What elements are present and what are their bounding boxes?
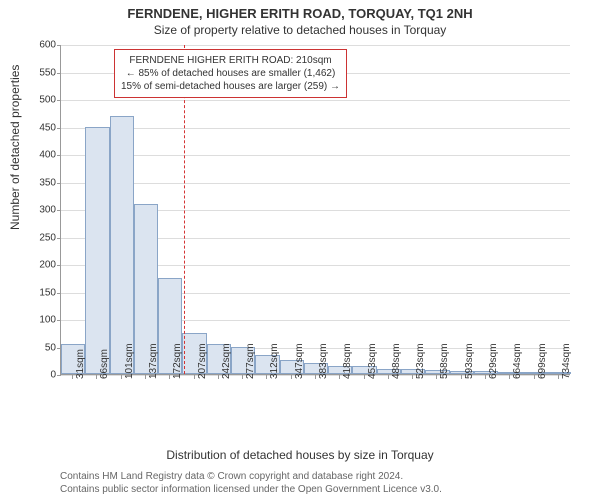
xtick-mark [315,375,316,379]
xtick-mark [558,375,559,379]
xtick-mark [412,375,413,379]
ytick-label: 550 [30,67,56,78]
xtick-label: 207sqm [197,343,208,379]
gridline [61,155,570,156]
xtick-label: 558sqm [439,343,450,379]
xtick-mark [242,375,243,379]
xtick-label: 383sqm [318,343,329,379]
xtick-mark [291,375,292,379]
ytick-mark [57,45,61,46]
footer-line-1: Contains HM Land Registry data © Crown c… [60,470,442,483]
ytick-mark [57,183,61,184]
gridline [61,183,570,184]
xtick-mark [339,375,340,379]
xtick-label: 347sqm [294,343,305,379]
ytick-mark [57,100,61,101]
ytick-mark [57,265,61,266]
annotation-line-3: 15% of semi-detached houses are larger (… [121,80,340,93]
ytick-label: 0 [30,370,56,381]
gridline [61,128,570,129]
footer-text: Contains HM Land Registry data © Crown c… [60,470,442,496]
ytick-mark [57,155,61,156]
xtick-label: 488sqm [391,343,402,379]
xtick-label: 101sqm [124,343,135,379]
xtick-mark [509,375,510,379]
footer-line-2: Contains public sector information licen… [60,483,442,496]
histogram-bar [85,127,109,375]
ytick-mark [57,320,61,321]
ytick-mark [57,128,61,129]
annotation-box: FERNDENE HIGHER ERITH ROAD: 210sqm ← 85%… [114,49,347,98]
xtick-mark [364,375,365,379]
annotation-line-2: ← 85% of detached houses are smaller (1,… [121,67,340,80]
xtick-label: 629sqm [488,343,499,379]
ytick-mark [57,73,61,74]
xtick-mark [121,375,122,379]
ytick-label: 600 [30,40,56,51]
ytick-label: 400 [30,150,56,161]
xtick-mark [96,375,97,379]
x-axis-label: Distribution of detached houses by size … [0,448,600,462]
xtick-mark [266,375,267,379]
chart-area: 050100150200250300350400450500550600 31s… [60,45,570,415]
histogram-bar [110,116,134,375]
ytick-label: 500 [30,95,56,106]
xtick-label: 312sqm [269,343,280,379]
ytick-label: 250 [30,232,56,243]
xtick-mark [169,375,170,379]
chart-container: FERNDENE, HIGHER ERITH ROAD, TORQUAY, TQ… [0,0,600,500]
ytick-mark [57,238,61,239]
xtick-label: 172sqm [172,343,183,379]
xtick-mark [145,375,146,379]
xtick-mark [436,375,437,379]
y-axis-label: Number of detached properties [8,65,22,230]
ytick-label: 100 [30,315,56,326]
xtick-label: 277sqm [245,343,256,379]
xtick-label: 593sqm [464,343,475,379]
ytick-mark [57,375,61,376]
xtick-mark [194,375,195,379]
ytick-label: 350 [30,177,56,188]
chart-subtitle: Size of property relative to detached ho… [0,21,600,37]
ytick-label: 150 [30,287,56,298]
xtick-mark [461,375,462,379]
xtick-mark [485,375,486,379]
xtick-label: 523sqm [415,343,426,379]
xtick-mark [388,375,389,379]
ytick-mark [57,210,61,211]
xtick-mark [534,375,535,379]
xtick-label: 453sqm [367,343,378,379]
gridline [61,100,570,101]
xtick-mark [72,375,73,379]
chart-title: FERNDENE, HIGHER ERITH ROAD, TORQUAY, TQ… [0,0,600,21]
xtick-label: 66sqm [99,349,110,379]
xtick-label: 137sqm [148,343,159,379]
xtick-label: 734sqm [561,343,572,379]
xtick-label: 699sqm [537,343,548,379]
ytick-label: 450 [30,122,56,133]
annotation-line-1: FERNDENE HIGHER ERITH ROAD: 210sqm [121,54,340,67]
xtick-label: 418sqm [342,343,353,379]
ytick-label: 300 [30,205,56,216]
xtick-label: 31sqm [75,349,86,379]
xtick-mark [218,375,219,379]
ytick-label: 50 [30,342,56,353]
xtick-label: 664sqm [512,343,523,379]
ytick-mark [57,293,61,294]
ytick-label: 200 [30,260,56,271]
gridline [61,45,570,46]
xtick-label: 242sqm [221,343,232,379]
